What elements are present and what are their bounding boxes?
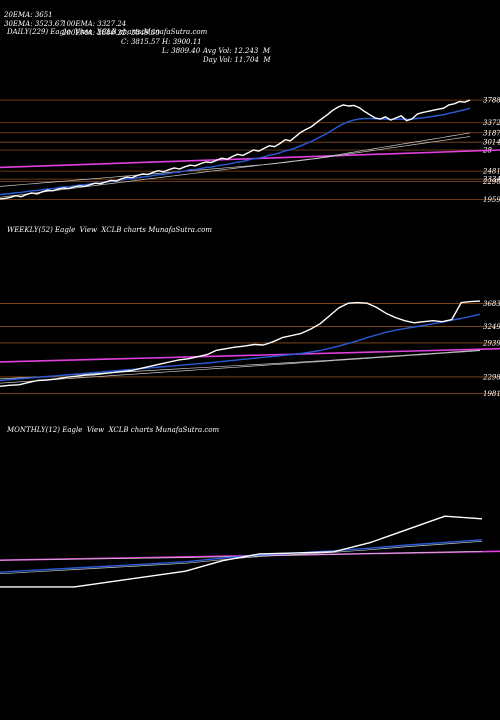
ema-slow-line (0, 540, 483, 575)
level-label: 3788 (483, 97, 500, 105)
header-30ema: 30EMA: 3523.67 (4, 20, 64, 28)
price-line (0, 99, 471, 200)
price-line (0, 515, 483, 588)
level-label: 3187 (483, 129, 500, 137)
level-label: 2939 (482, 339, 500, 347)
level-label: 2290 (482, 178, 500, 186)
level-label: 3249 (483, 323, 500, 331)
weekly-chart: 3683 3249 2939 2298 1981 (0, 300, 500, 398)
monthly-chart (0, 515, 500, 588)
ema-long-line (0, 136, 471, 187)
header-row-2: 30EMA: 3523.67 200EMA: 2880.21 C: 3815.5… (4, 11, 271, 65)
header-high: H: 3900.11 (162, 38, 202, 46)
header-day-vol: Day Vol: 11.704 M (203, 56, 271, 64)
price-line (0, 300, 481, 387)
ema-slow-line (0, 350, 481, 384)
level-label: 3372 (483, 119, 500, 127)
header-close-1: C: 3849.50 (121, 29, 160, 37)
level-label: 2481 (482, 168, 500, 176)
level-label: 3014 (483, 139, 500, 147)
ema-fast-line (0, 313, 481, 382)
level-label: 1981 (483, 390, 500, 398)
level-label: 2334 (482, 176, 500, 184)
ema-fast-line (0, 539, 483, 573)
header-row-1: 20EMA: 3651 100EMA: 3327.24 C: 3849.50 H… (4, 2, 270, 56)
trendline (0, 347, 500, 363)
daily-panel-title: DAILY(229) Eagle View XCLB charts Munafa… (7, 28, 208, 36)
level-label: 2298 (482, 373, 500, 381)
header-20ema: 20EMA: 3651 (4, 11, 53, 19)
header-low: L: 3809.40 (162, 47, 201, 55)
weekly-panel-title: WEEKLY(52) Eagle View XCLB charts Munafa… (7, 226, 212, 234)
header-avg-vol: Avg Vol: 12.243 M (203, 47, 270, 55)
header-200ema: 200EMA: 2880.21 (62, 29, 127, 37)
header-100ema: 100EMA: 3327.24 (62, 20, 127, 28)
monthly-panel-title: MONTHLY(12) Eagle View XCLB charts Munaf… (7, 426, 220, 434)
trendline (0, 149, 500, 169)
level-label: 3683 (483, 300, 500, 308)
header-close-2: C: 3815.57 (121, 38, 160, 46)
ema-slow-line (0, 132, 471, 198)
level-label: 1959 (483, 196, 500, 204)
